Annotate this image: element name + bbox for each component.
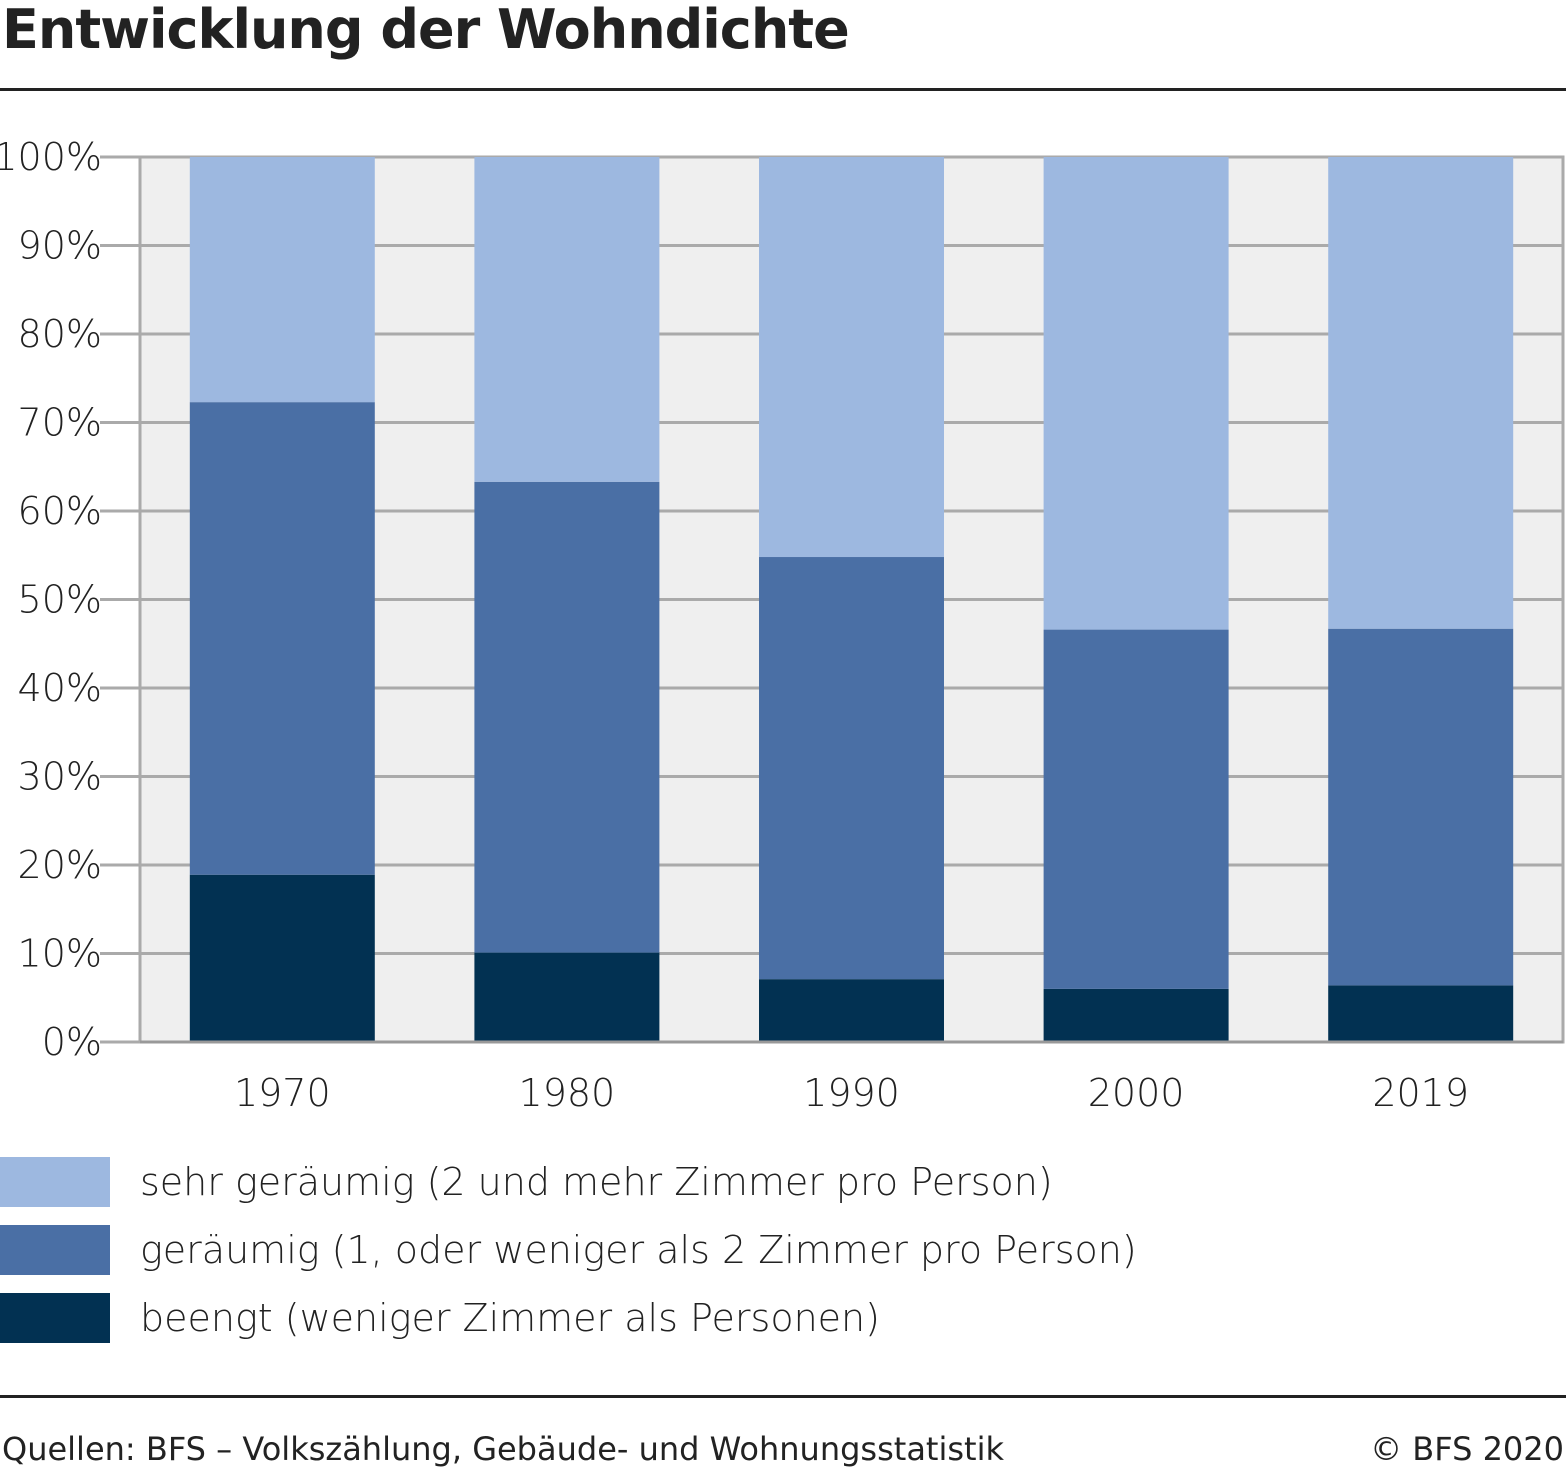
y-tick-label: 70%: [18, 401, 102, 445]
y-tick-label: 80%: [18, 312, 102, 356]
bar-segment-1970: [189, 874, 375, 1042]
y-tick-label: 90%: [18, 224, 102, 268]
chart-title: Entwicklung der Wohndichte: [2, 0, 850, 61]
stacked-bar-chart: 0% 10% 20% 30% 40% 50% 60% 70% 80% 90% 100% 1970 198…: [0, 135, 1565, 1115]
x-tick-label: 2019: [1372, 1071, 1469, 1115]
bar-segment-2019: [1328, 628, 1514, 986]
y-tick-label: 60%: [18, 489, 102, 533]
legend-swatch: [0, 1293, 110, 1343]
legend-item-sehr-geraeumig: sehr geräumig (2 und mehr Zimmer pro Per…: [0, 1157, 1053, 1207]
bar-segment-1980: [474, 157, 660, 482]
legend-swatch: [0, 1225, 110, 1275]
y-tick-label: 20%: [18, 843, 102, 887]
y-tick-label: 0%: [42, 1020, 102, 1064]
bar-segment-2000: [1043, 988, 1229, 1042]
legend-label: sehr geräumig (2 und mehr Zimmer pro Per…: [140, 1160, 1053, 1204]
y-tick-label: 40%: [18, 666, 102, 710]
legend-swatch: [0, 1157, 110, 1207]
bar-segment-1990: [759, 157, 944, 558]
bar-segment-1970: [189, 402, 375, 875]
bar-segment-1980: [474, 952, 660, 1042]
bar-segment-2019: [1328, 157, 1514, 629]
x-tick-label: 1970: [234, 1071, 331, 1115]
y-tick-label: 50%: [18, 578, 102, 622]
copyright: © BFS 2020: [1370, 1430, 1564, 1468]
y-tick-label: 30%: [18, 755, 102, 799]
bar-segment-1980: [474, 481, 660, 953]
legend-item-geraeumig: geräumig (1, oder weniger als 2 Zimmer p…: [0, 1225, 1137, 1275]
x-tick-label: 2000: [1088, 1071, 1185, 1115]
legend-label: geräumig (1, oder weniger als 2 Zimmer p…: [140, 1228, 1137, 1272]
bar-segment-2000: [1043, 157, 1229, 630]
bar-segment-2000: [1043, 629, 1229, 989]
bar-segment-1990: [759, 557, 944, 980]
y-tick-label: 100%: [0, 135, 102, 179]
bar-segment-2019: [1328, 985, 1514, 1042]
title-divider: [0, 88, 1566, 91]
footer-divider: [0, 1395, 1566, 1398]
y-tick-label: 10%: [18, 932, 102, 976]
bar-segment-1990: [759, 979, 944, 1042]
x-tick-label: 1990: [803, 1071, 900, 1115]
legend-label: beengt (weniger Zimmer als Personen): [140, 1296, 880, 1340]
source-note: Quellen: BFS – Volkszählung, Gebäude- un…: [2, 1430, 1004, 1468]
x-tick-label: 1980: [519, 1071, 616, 1115]
legend-item-beengt: beengt (weniger Zimmer als Personen): [0, 1293, 880, 1343]
bar-segment-1970: [189, 157, 375, 403]
